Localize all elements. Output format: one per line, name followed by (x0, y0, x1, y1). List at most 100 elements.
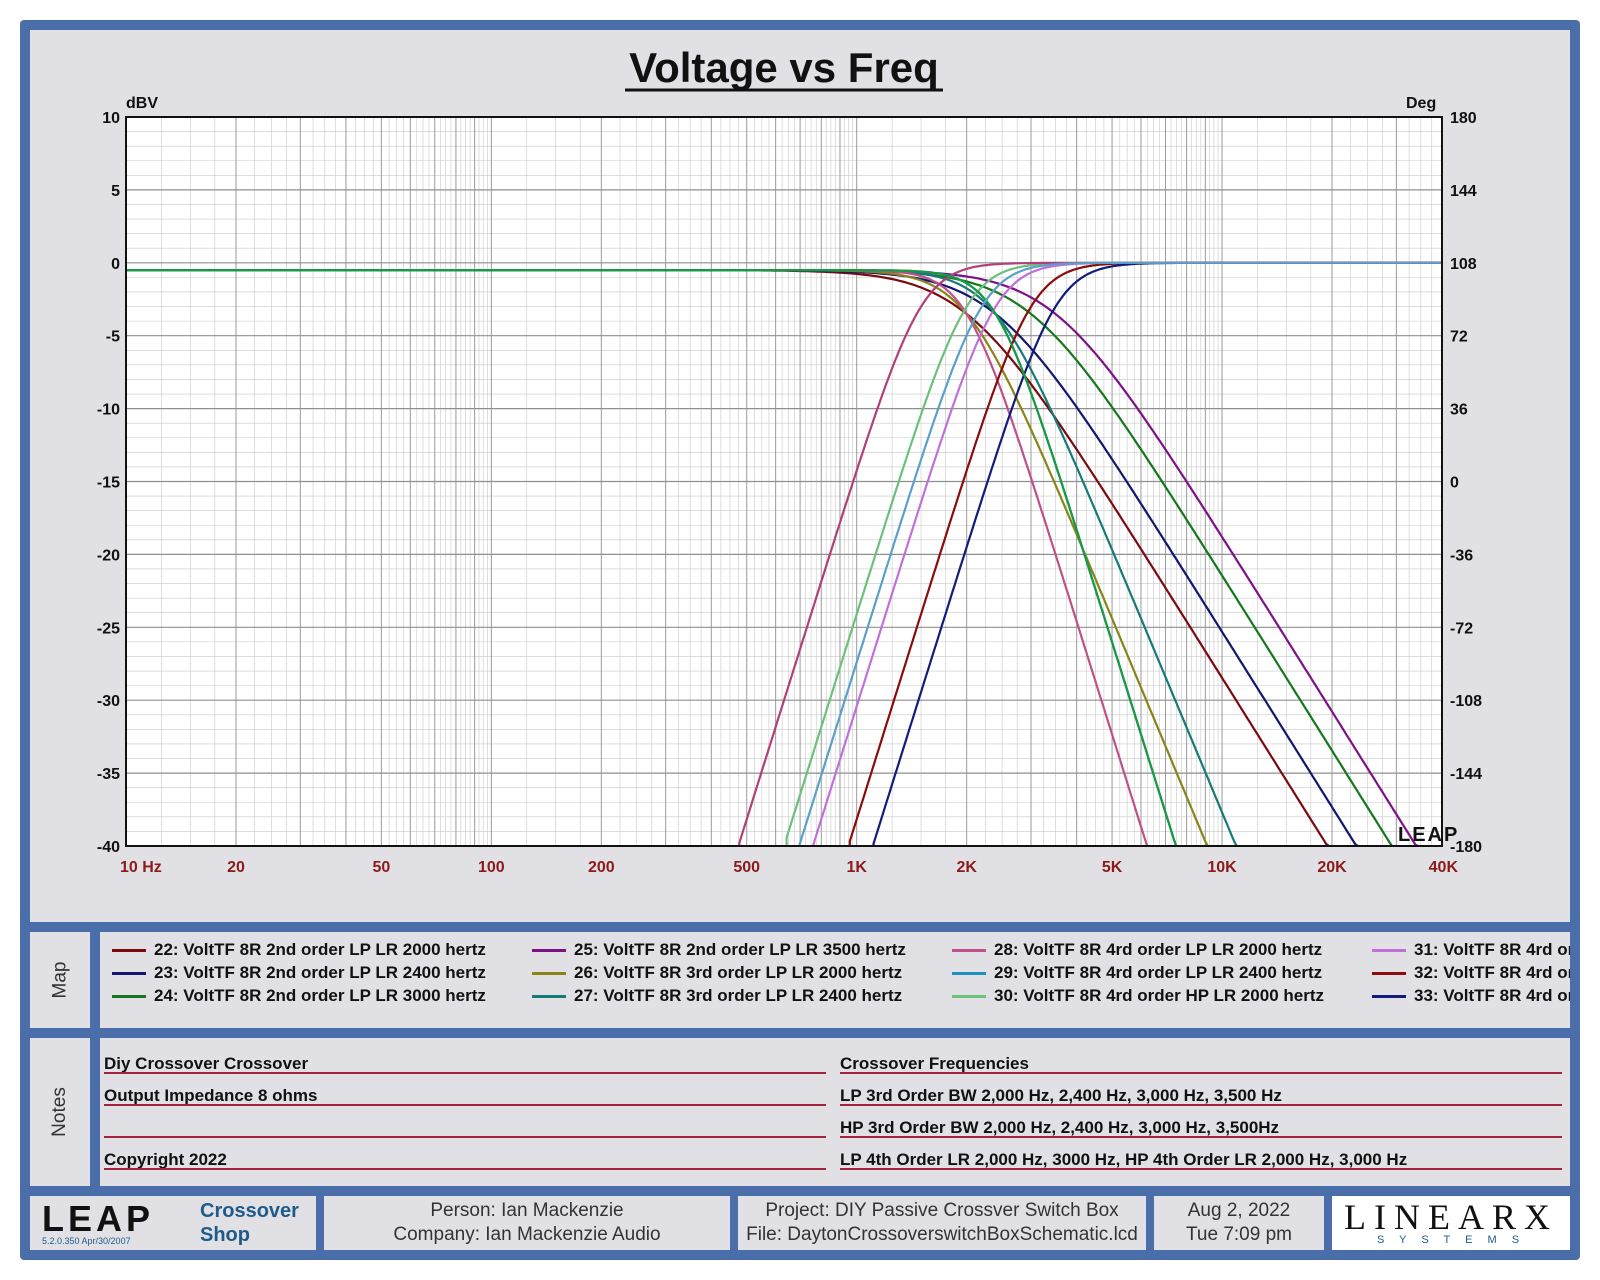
footer-project-box: Project: DIY Passive Crossver Switch Box… (738, 1196, 1146, 1250)
notes-panel: Diy Crossover Crossover Output Impedance… (100, 1038, 1570, 1186)
footer-person-box: Person: Ian Mackenzie Company: Ian Macke… (324, 1196, 730, 1250)
legend-text: 28: VoltTF 8R 4rd order LP LR 2000 hertz (994, 940, 1323, 959)
map-legend-item: 31: VoltTF 8R 4rd or (1372, 940, 1570, 960)
legend-text: 27: VoltTF 8R 3rd order LP LR 2400 hertz (574, 986, 903, 1005)
note-rule (104, 1136, 826, 1138)
axis-ticks: 10 Hz 20 50 100 200 500 1K 2K 5K 10K 20K 40K1050-5-… (97, 110, 1482, 876)
map-legend-item: 22: VoltTF 8R 2nd order LP LR 2000 hertz (112, 940, 486, 960)
notes-label: Notes (48, 1087, 70, 1137)
map-legend-item: 33: VoltTF 8R 4rd or (1372, 986, 1570, 1006)
x-tick-label: 50 (372, 859, 390, 876)
project-text: Project: DIY Passive Crossver Switch Box (765, 1200, 1119, 1221)
note-rule (840, 1104, 1562, 1106)
y-tick-label: -10 (97, 402, 120, 419)
time-text: Tue 7:09 pm (1186, 1224, 1292, 1245)
footer-app-box: LEAP 5.2.0.350 Apr/30/2007 Crossover Sho… (30, 1196, 316, 1250)
legend-swatch (112, 971, 146, 975)
footer-brand-box: LINEARX S Y S T E M S (1332, 1196, 1570, 1250)
x-tick-label: 20K (1317, 859, 1347, 876)
person-text: Person: Ian Mackenzie (430, 1200, 624, 1221)
linearx-systems: S Y S T E M S (1376, 1234, 1526, 1246)
map-legend-item: 23: VoltTF 8R 2nd order LP LR 2400 hertz (112, 963, 486, 983)
note-rule (840, 1072, 1562, 1074)
app-name-line1: Crossover (200, 1200, 299, 1222)
legend-text: 24: VoltTF 8R 2nd order LP LR 3000 hertz (154, 986, 486, 1005)
map-legend-item: 25: VoltTF 8R 2nd order LP LR 3500 hertz (532, 940, 906, 960)
app-name-line2: Shop (200, 1224, 250, 1246)
map-legend-item: 28: VoltTF 8R 4rd order LP LR 2000 hertz (952, 940, 1322, 960)
y-tick-label: -25 (97, 620, 120, 637)
x-tick-label: 200 (588, 859, 615, 876)
y2-tick-label: -72 (1450, 620, 1473, 637)
y2-tick-label: -108 (1450, 693, 1482, 710)
legend-swatch (112, 994, 146, 998)
legend-text: 31: VoltTF 8R 4rd or (1414, 940, 1570, 959)
y2-tick-label: 0 (1450, 475, 1459, 492)
note-left-2: Output Impedance 8 ohms (104, 1086, 318, 1105)
legend-swatch (952, 994, 986, 998)
map-panel: 22: VoltTF 8R 2nd order LP LR 2000 hertz… (100, 932, 1570, 1028)
legend-text: 26: VoltTF 8R 3rd order LP LR 2000 hertz (574, 963, 903, 982)
y2-tick-label: 180 (1450, 110, 1477, 127)
legend-swatch (952, 971, 986, 975)
legend-text: 23: VoltTF 8R 2nd order LP LR 2400 hertz (154, 963, 486, 982)
legend-text: 32: VoltTF 8R 4rd or (1414, 963, 1570, 982)
legend-text: 30: VoltTF 8R 4rd order HP LR 2000 hertz (994, 986, 1325, 1005)
note-left-4: Copyright 2022 (104, 1150, 227, 1169)
note-right-1: Crossover Frequencies (840, 1054, 1029, 1073)
y2-tick-label: -144 (1450, 766, 1482, 783)
note-right-3: HP 3rd Order BW 2,000 Hz, 2,400 Hz, 3,00… (840, 1118, 1280, 1137)
chart-panel: Voltage vs Freq dBV Deg 10 Hz 20 50 100 200 5… (30, 30, 1570, 922)
y-tick-label: -20 (97, 547, 120, 564)
leap-logo: LEAP (42, 1198, 155, 1239)
y-tick-label: 5 (111, 183, 120, 200)
series-curve (126, 269, 1178, 847)
map-legend-item: 29: VoltTF 8R 4rd order LP LR 2400 hertz (952, 963, 1322, 983)
x-tick-label: 100 (478, 859, 505, 876)
legend-swatch (532, 994, 566, 998)
legend-swatch (1372, 971, 1406, 975)
legend-text: 29: VoltTF 8R 4rd order LP LR 2400 hertz (994, 963, 1323, 982)
y2-tick-label: 72 (1450, 329, 1468, 346)
y2-axis-label: Deg (1406, 95, 1436, 112)
map-legend-item: 32: VoltTF 8R 4rd or (1372, 963, 1570, 983)
notes-divider (90, 1038, 100, 1186)
legend-swatch (532, 971, 566, 975)
y-tick-label: -5 (106, 329, 120, 346)
y-tick-label: -35 (97, 766, 120, 783)
y-tick-label: -30 (97, 693, 120, 710)
legend-swatch (1372, 948, 1406, 952)
map-legend-item: 30: VoltTF 8R 4rd order HP LR 2000 hertz (952, 986, 1324, 1006)
y2-tick-label: 36 (1450, 402, 1468, 419)
note-rule (840, 1168, 1562, 1170)
leap-watermark: LEAP (1398, 824, 1459, 846)
curves (126, 261, 1442, 848)
y-tick-label: -15 (97, 475, 120, 492)
legend-text: 25: VoltTF 8R 2nd order LP LR 3500 hertz (574, 940, 906, 959)
legend-swatch (112, 948, 146, 952)
x-tick-label: 2K (956, 859, 977, 876)
map-label: Map (49, 961, 70, 999)
note-rule (104, 1168, 826, 1170)
note-rule (104, 1072, 826, 1074)
file-text: File: DaytonCrossoverswitchBoxSchematic.… (746, 1224, 1138, 1245)
map-legend-item: 24: VoltTF 8R 2nd order LP LR 3000 hertz (112, 986, 486, 1006)
x-tick-label: 1K (846, 859, 867, 876)
y2-tick-label: 108 (1450, 256, 1477, 273)
y2-tick-label: 144 (1450, 183, 1477, 200)
legend-swatch (952, 948, 986, 952)
x-tick-label: 10K (1207, 859, 1237, 876)
legend-swatch (1372, 994, 1406, 998)
map-divider (90, 932, 100, 1028)
note-left-1: Diy Crossover Crossover (104, 1054, 309, 1073)
legend-text: 22: VoltTF 8R 2nd order LP LR 2000 hertz (154, 940, 486, 959)
date-text: Aug 2, 2022 (1187, 1200, 1291, 1221)
company-text: Company: Ian Mackenzie Audio (393, 1224, 661, 1245)
chart-title: Voltage vs Freq (629, 44, 939, 91)
y-axis-label: dBV (126, 95, 158, 112)
x-tick-label: 20 (227, 859, 245, 876)
chart: Voltage vs Freq dBV Deg 10 Hz 20 50 100 200 5… (97, 44, 1482, 876)
note-right-2: LP 3rd Order BW 2,000 Hz, 2,400 Hz, 3,00… (840, 1086, 1282, 1105)
note-right-4: LP 4th Order LR 2,000 Hz, 3000 Hz, HP 4t… (840, 1150, 1408, 1169)
y2-tick-label: -36 (1450, 547, 1473, 564)
